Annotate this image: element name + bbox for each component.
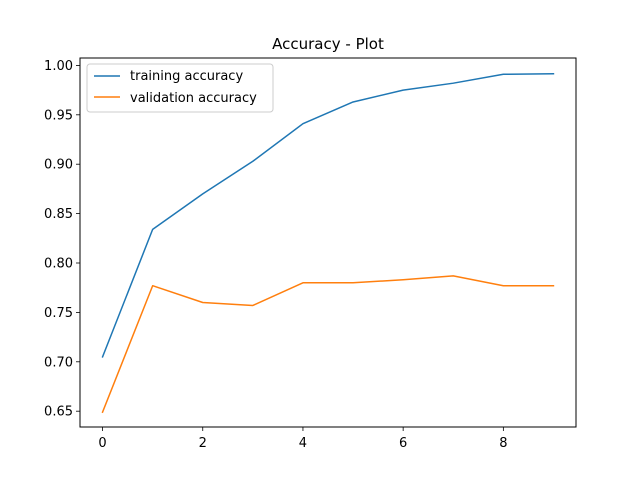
series-line-validation-accuracy: [101, 275, 555, 414]
y-tick-label: 1.00: [44, 59, 73, 74]
x-tick-label: 8: [499, 436, 507, 451]
y-tick-label: 0.85: [44, 207, 73, 222]
x-tick-label: 6: [399, 436, 407, 451]
x-tick-label: 0: [98, 436, 106, 451]
y-tick-label: 0.80: [44, 257, 73, 272]
plot-frame: [79, 57, 577, 428]
legend: training accuracy validation accuracy: [86, 63, 274, 113]
chart-title: Accuracy - Plot: [272, 35, 384, 53]
series-layer: [101, 73, 555, 414]
y-axis: 0.65 0.70 0.75 0.80 0.85 0.90 0.95 1.00: [44, 59, 80, 420]
y-tick-label: 0.65: [44, 405, 73, 420]
legend-label-validation: validation accuracy: [130, 91, 257, 106]
series-line-training-accuracy: [101, 73, 555, 358]
y-tick-label: 0.70: [44, 355, 73, 370]
legend-label-training: training accuracy: [130, 69, 243, 84]
legend-box: [86, 63, 274, 113]
y-tick-label: 0.75: [44, 306, 73, 321]
y-tick-label: 0.95: [44, 108, 73, 123]
y-tick-label: 0.90: [44, 158, 73, 173]
x-tick-label: 2: [199, 436, 207, 451]
x-tick-label: 4: [299, 436, 307, 451]
x-axis: 0 2 4 6 8: [98, 427, 507, 451]
